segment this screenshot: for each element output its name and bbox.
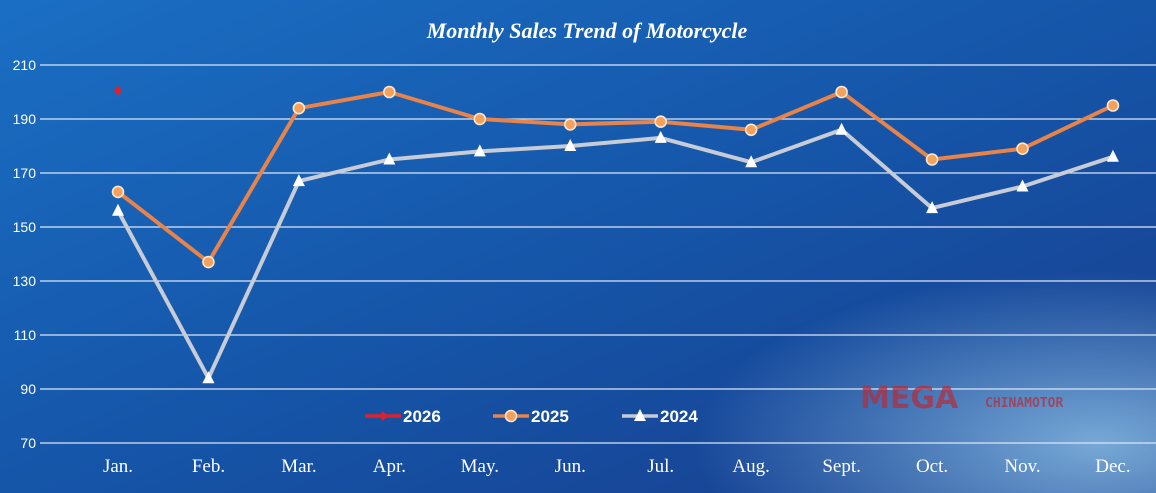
data-point-2025 xyxy=(1106,99,1120,112)
y-tick-label: 190 xyxy=(13,111,37,127)
legend-marker xyxy=(634,409,646,421)
x-tick-label: Jul. xyxy=(647,456,674,477)
y-tick-label: 210 xyxy=(13,57,37,73)
data-point-2025 xyxy=(835,85,848,99)
data-point-2024 xyxy=(835,122,848,135)
legend-label: 2026 xyxy=(403,407,441,426)
y-tick-label: 170 xyxy=(13,165,37,181)
y-tick-label: 150 xyxy=(13,219,37,235)
x-tick-label: Nov. xyxy=(1004,456,1040,477)
data-point-2024 xyxy=(745,155,758,168)
watermark-sub: CHINAMOTOR xyxy=(985,396,1063,411)
chart-title: Monthly Sales Trend of Motorcycle xyxy=(426,18,748,43)
watermark-logo: MEGA CHINAMOTOR xyxy=(860,381,1063,416)
x-tick-label: Feb. xyxy=(192,456,225,477)
series-2025 xyxy=(111,85,1120,269)
data-point-2024 xyxy=(564,139,577,151)
legend-marker xyxy=(379,411,387,421)
data-point-2024 xyxy=(1106,149,1119,162)
data-point-2025 xyxy=(473,112,487,126)
x-tick-label: Sept. xyxy=(822,456,861,477)
watermark-main: MEGA xyxy=(860,381,959,416)
x-tick-label: Apr. xyxy=(373,456,406,477)
y-tick-label: 130 xyxy=(13,273,37,289)
legend-item-2024: 2024 xyxy=(622,407,698,426)
x-tick-label: Jan. xyxy=(103,456,133,477)
data-point-2024 xyxy=(1016,179,1029,192)
legend-label: 2025 xyxy=(531,407,569,426)
data-point-2026 xyxy=(114,85,122,96)
data-point-2025 xyxy=(111,185,125,199)
y-tick-label: 90 xyxy=(20,381,36,397)
series-2024 xyxy=(112,122,1119,384)
series-line-2024 xyxy=(116,127,1114,381)
data-point-2025 xyxy=(383,85,396,99)
data-point-2024 xyxy=(383,152,396,165)
data-point-2024 xyxy=(202,371,215,384)
legend-label: 2024 xyxy=(660,407,698,426)
legend-item-2026: 2026 xyxy=(365,407,441,426)
data-point-2025 xyxy=(202,255,215,269)
data-point-2025 xyxy=(292,101,306,115)
data-point-2024 xyxy=(473,144,486,157)
x-tick-label: Dec. xyxy=(1095,456,1130,477)
legend-marker xyxy=(504,409,518,423)
data-point-2025 xyxy=(1016,142,1029,155)
data-point-2024 xyxy=(292,174,305,187)
data-point-2025 xyxy=(744,123,758,137)
data-point-2024 xyxy=(654,130,667,143)
data-point-2024 xyxy=(112,203,124,216)
x-tick-label: Oct. xyxy=(916,456,948,477)
x-tick-label: Aug. xyxy=(732,456,769,477)
y-tick-label: 70 xyxy=(20,435,36,451)
series-line-2025 xyxy=(116,90,1114,265)
data-point-2024 xyxy=(926,201,939,214)
legend-item-2025: 2025 xyxy=(493,407,569,426)
y-tick-label: 110 xyxy=(14,327,37,343)
x-tick-label: Jun. xyxy=(555,456,586,477)
data-point-2025 xyxy=(925,153,939,166)
series-2026 xyxy=(114,85,122,96)
x-tick-label: Mar. xyxy=(281,456,316,477)
data-point-2025 xyxy=(563,118,577,131)
data-point-2025 xyxy=(654,115,668,128)
x-tick-label: May. xyxy=(461,456,499,477)
